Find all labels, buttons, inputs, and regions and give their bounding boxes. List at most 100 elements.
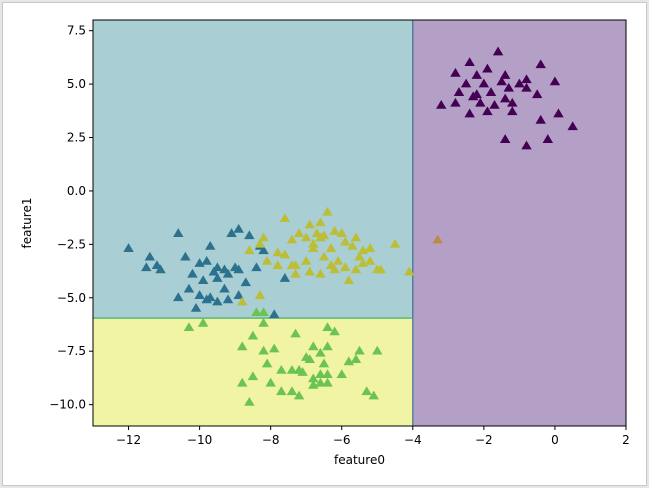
data-point <box>268 309 280 319</box>
data-point <box>258 345 269 355</box>
data-point <box>197 317 209 327</box>
data-point <box>304 219 315 229</box>
y-tick-label: 5.0 <box>67 77 86 91</box>
data-point <box>567 121 578 131</box>
data-point <box>450 67 461 77</box>
data-point <box>205 241 216 250</box>
data-point <box>364 255 376 265</box>
data-point <box>507 106 518 116</box>
data-point <box>237 377 248 387</box>
data-point <box>293 228 305 237</box>
data-point <box>300 232 312 242</box>
data-point <box>521 140 532 150</box>
data-point <box>340 262 351 272</box>
data-point <box>372 345 383 355</box>
data-point <box>531 89 543 99</box>
data-point <box>155 264 166 274</box>
data-point <box>265 377 276 387</box>
x-axis-label: feature0 <box>334 453 385 467</box>
data-point <box>258 307 269 317</box>
data-point <box>247 330 259 340</box>
data-point <box>471 70 482 79</box>
y-tick-label: −5.0 <box>57 291 86 305</box>
data-point <box>276 386 287 396</box>
data-point <box>322 369 333 379</box>
data-point <box>482 63 493 73</box>
x-tick-label: 2 <box>622 433 630 447</box>
data-point <box>272 247 283 257</box>
data-point <box>254 290 266 299</box>
x-tick-label: −12 <box>116 433 141 447</box>
data-point <box>475 97 486 107</box>
data-point <box>453 87 465 96</box>
y-tick-label: 2.5 <box>67 131 86 145</box>
data-point <box>432 234 443 244</box>
data-point <box>496 76 507 86</box>
data-point <box>336 369 347 379</box>
data-point <box>251 307 262 317</box>
data-point <box>123 243 134 252</box>
x-axis-ticks: −12 −10 −8 −6 −4 −2 0 2 <box>116 426 630 447</box>
data-point <box>290 328 301 338</box>
data-point <box>322 341 333 351</box>
data-point <box>315 347 326 357</box>
data-point <box>244 245 255 255</box>
data-point <box>254 238 266 248</box>
data-point <box>201 255 212 265</box>
y-tick-label: −10.0 <box>49 398 86 412</box>
data-point <box>542 134 554 143</box>
data-point <box>521 74 532 84</box>
data-point <box>244 230 255 240</box>
data-point <box>279 249 291 259</box>
data-point <box>318 358 330 368</box>
data-point <box>144 251 156 261</box>
data-point <box>233 290 244 299</box>
data-point <box>375 264 387 274</box>
data-point <box>318 251 330 261</box>
data-point <box>315 369 326 379</box>
data-point <box>389 238 401 248</box>
data-point <box>226 228 237 237</box>
y-tick-label: 0.0 <box>67 184 86 198</box>
data-point <box>464 108 475 118</box>
data-point <box>450 97 461 107</box>
data-point <box>212 262 223 272</box>
data-point <box>173 292 184 302</box>
data-point <box>183 322 195 332</box>
data-point <box>286 386 298 396</box>
data-point <box>233 264 244 274</box>
data-point <box>237 341 248 351</box>
data-point <box>293 390 305 400</box>
data-point <box>197 275 209 284</box>
decision-regions <box>93 20 626 426</box>
data-point <box>300 255 312 265</box>
data-point <box>276 364 287 374</box>
data-point <box>336 228 347 237</box>
data-point <box>489 99 500 109</box>
data-point <box>322 206 333 216</box>
data-point <box>364 243 376 252</box>
data-point <box>329 226 340 235</box>
data-point <box>183 283 195 293</box>
data-point <box>279 273 291 282</box>
data-point <box>190 302 202 312</box>
data-point <box>308 373 319 383</box>
data-point <box>368 390 379 400</box>
data-point <box>315 377 326 387</box>
data-point <box>499 93 511 103</box>
data-point <box>354 251 365 261</box>
data-point <box>194 290 205 299</box>
data-point <box>297 367 308 376</box>
data-point <box>237 296 248 306</box>
data-point <box>240 277 252 287</box>
data-point <box>286 260 298 270</box>
data-point <box>173 228 184 237</box>
teal-region <box>93 20 413 319</box>
data-point <box>261 358 273 368</box>
data-point <box>286 234 298 244</box>
data-point <box>290 268 301 278</box>
data-point <box>361 386 372 396</box>
data-point <box>329 326 340 336</box>
data-point <box>258 245 269 255</box>
